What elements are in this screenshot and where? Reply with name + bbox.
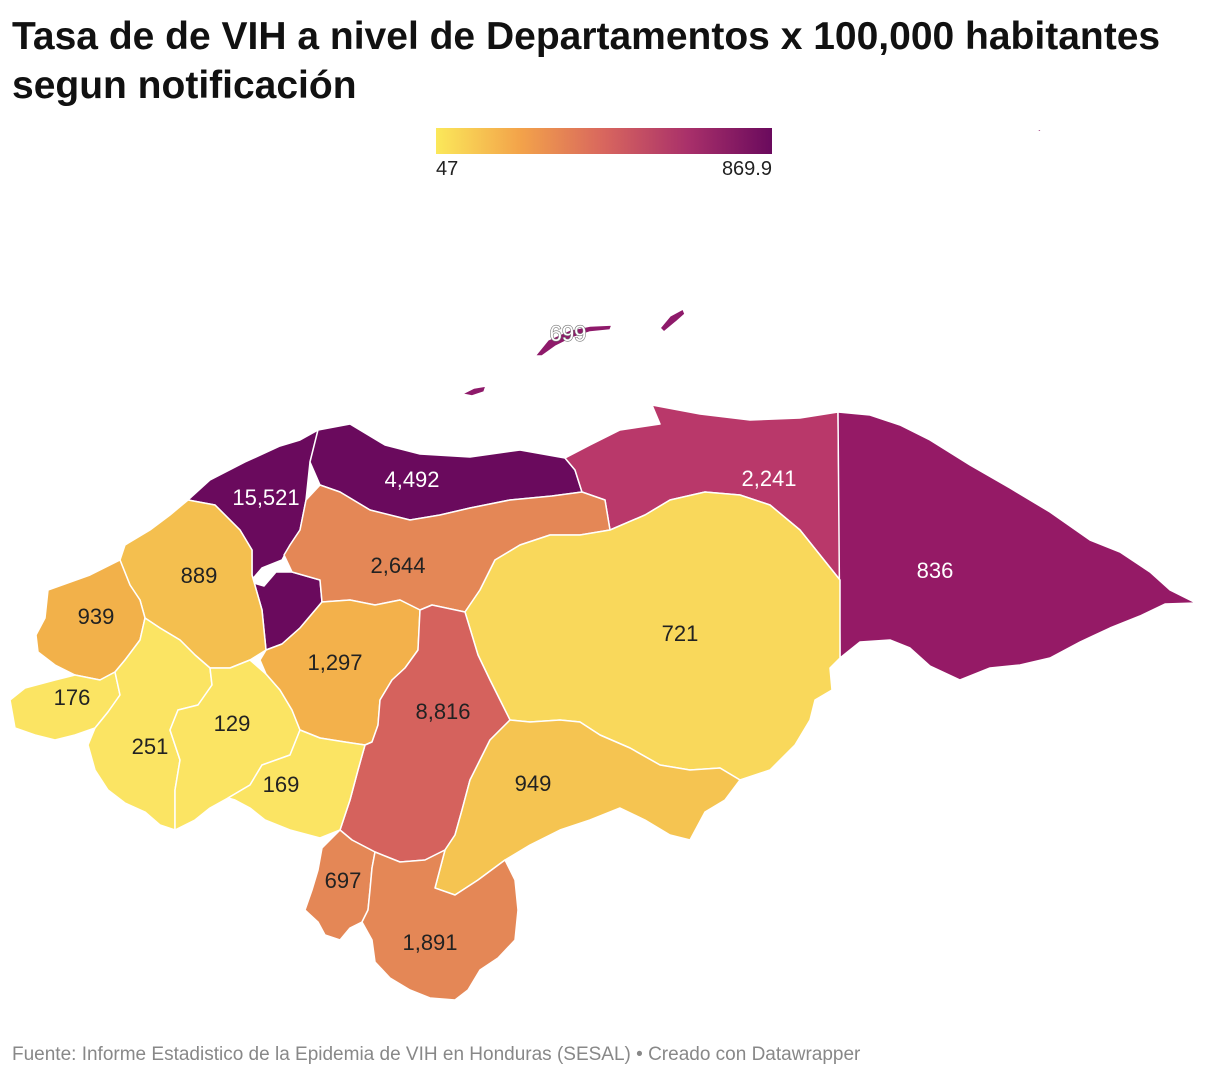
region-islas-guanaja[interactable] xyxy=(659,308,686,333)
label-francisco-morazan: 8,816 xyxy=(415,699,470,724)
map-title: Tasa de de VIH a nivel de Departamentos … xyxy=(12,15,1161,107)
label-lempira: 251 xyxy=(132,734,169,759)
region-islas-de-la-bahia[interactable] xyxy=(534,324,613,357)
label-santa-barbara: 889 xyxy=(181,563,218,588)
label-ocotepeque: 176 xyxy=(54,685,91,710)
region-gracias-a-dios[interactable] xyxy=(837,411,1197,681)
label-comayagua: 1,297 xyxy=(307,650,362,675)
region-swan-island[interactable] xyxy=(1035,128,1043,133)
label-yoro: 2,644 xyxy=(370,553,425,578)
label-olancho: 721 xyxy=(662,621,699,646)
legend-max-label: 869.9 xyxy=(721,158,772,180)
label-atlantida: 4,492 xyxy=(384,467,439,492)
label-valle: 697 xyxy=(325,868,362,893)
label-colon: 2,241 xyxy=(741,466,796,491)
label-el-paraiso: 949 xyxy=(515,771,552,796)
label-copan: 939 xyxy=(78,604,115,629)
region-islas-utila[interactable] xyxy=(461,385,487,397)
label-gracias-a-dios: 836 xyxy=(917,558,954,583)
color-legend: 47 869.9 xyxy=(436,128,772,188)
label-intibuca: 129 xyxy=(214,711,251,736)
legend-gradient-bar xyxy=(436,128,772,154)
source-note: Fuente: Informe Estadistico de la Epidem… xyxy=(12,1044,861,1065)
label-la-paz: 169 xyxy=(263,772,300,797)
region-la-paz[interactable] xyxy=(227,729,366,839)
legend-min-label: 47 xyxy=(436,158,459,180)
label-islas: 699 xyxy=(550,321,587,346)
label-choluteca: 1,891 xyxy=(402,930,457,955)
label-cortes: 15,521 xyxy=(232,485,299,510)
region-el-paraiso[interactable] xyxy=(434,719,741,896)
region-choluteca[interactable] xyxy=(361,849,519,1001)
